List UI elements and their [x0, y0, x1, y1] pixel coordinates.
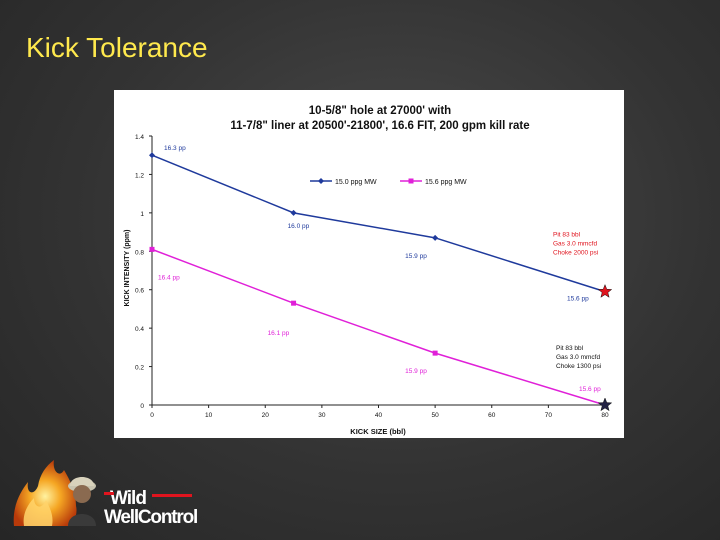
- annotation-line: Gas 3.0 mmcfd: [553, 241, 597, 248]
- data-point: [432, 234, 439, 241]
- fire-icon: [13, 460, 77, 526]
- y-tick-label: 0.6: [135, 288, 144, 295]
- star-marker-1: [597, 283, 613, 298]
- x-tick-label: 50: [432, 412, 440, 419]
- logo-text-wellcontrol: WellControl: [104, 507, 197, 528]
- x-tick-label: 10: [205, 412, 213, 419]
- point-label: 16.0 pp: [288, 223, 310, 230]
- chart-panel: 10-5/8" hole at 27000' with 11-7/8" line…: [114, 90, 624, 438]
- star-marker-2: [597, 397, 613, 412]
- x-tick-label: 80: [601, 412, 609, 419]
- logo-wordmark: Wild WellControl: [104, 488, 198, 528]
- legend: 15.0 ppg MW 15.6 ppg MW: [310, 178, 467, 186]
- chart-title: 10-5/8" hole at 27000' with: [309, 105, 451, 117]
- slide-title: Kick Tolerance: [26, 32, 208, 63]
- x-axis-label: KICK SIZE (bbl): [350, 427, 406, 436]
- legend-marker-1: [318, 178, 324, 184]
- kick-tolerance-chart: 10-5/8" hole at 27000' with 11-7/8" line…: [124, 105, 613, 436]
- y-tick-label: 1.4: [135, 134, 144, 141]
- data-point: [291, 300, 297, 306]
- x-tick-label: 60: [488, 412, 496, 419]
- data-point: [432, 350, 438, 356]
- y-tick-label: 1: [140, 211, 144, 218]
- annotation-line: Choke 2000 psi: [553, 250, 598, 257]
- axes-layer: 0 0.2 0.4 0.6 0.8 1 1.2 1.4 0 10 20 30 40 50 60 70 80: [135, 134, 609, 419]
- point-labels: 16.3 pp 16.0 pp 15.9 pp 15.6 pp 16.4 pp 16.1 …: [158, 145, 601, 393]
- point-label: 15.9 pp: [405, 368, 427, 375]
- legend-marker-2: [408, 178, 414, 184]
- point-label: 16.1 pp: [268, 330, 290, 337]
- wild-well-control-logo: Wild WellControl: [10, 452, 200, 532]
- x-tick-label: 70: [545, 412, 553, 419]
- data-point: [149, 152, 155, 159]
- annotation-line: Pit 83 bbl: [556, 345, 584, 352]
- point-label: 16.4 pp: [158, 274, 180, 281]
- y-tick-label: 0.4: [135, 326, 144, 333]
- series-line-1: [151, 154, 606, 293]
- y-tick-label: 0: [140, 403, 144, 410]
- point-label: 15.6 pp: [567, 296, 589, 303]
- point-label: 15.6 pp: [579, 386, 601, 393]
- x-tick-label: 20: [262, 412, 270, 419]
- legend-label-2: 15.6 ppg MW: [425, 179, 467, 186]
- y-tick-label: 0.8: [135, 249, 144, 256]
- annotation-line: Choke 1300 psi: [556, 363, 601, 370]
- series-line-2: [151, 248, 606, 406]
- data-point: [149, 246, 155, 252]
- x-tick-label: 30: [318, 412, 326, 419]
- y-tick-label: 1.2: [135, 172, 144, 179]
- point-label: 16.3 pp: [164, 145, 186, 152]
- annotations: Pit 83 bbl Gas 3.0 mmcfd Choke 2000 psi Pit…: [553, 232, 601, 370]
- legend-label-1: 15.0 ppg MW: [335, 179, 377, 186]
- logo-graphic: Wild WellControl: [13, 460, 198, 528]
- y-axis-label: KICK INTENSITY (ppm): [124, 230, 131, 307]
- y-tick-label: 0.2: [135, 365, 144, 372]
- firefighter-icon: [68, 477, 96, 526]
- annotation-line: Gas 3.0 mmcfd: [556, 354, 600, 361]
- annotation-line: Pit 83 bbl: [553, 232, 581, 239]
- chart-subtitle: 11-7/8" liner at 20500'-21800', 16.6 FIT…: [230, 120, 529, 132]
- data-point: [290, 209, 297, 216]
- x-tick-label: 40: [375, 412, 383, 419]
- logo-red-bar-left: [104, 492, 114, 495]
- point-label: 15.9 pp: [405, 253, 427, 260]
- logo-text-wild: Wild: [110, 488, 146, 509]
- series-layer: [149, 152, 613, 412]
- logo-red-bar-right: [152, 494, 192, 497]
- x-tick-label: 0: [150, 412, 154, 419]
